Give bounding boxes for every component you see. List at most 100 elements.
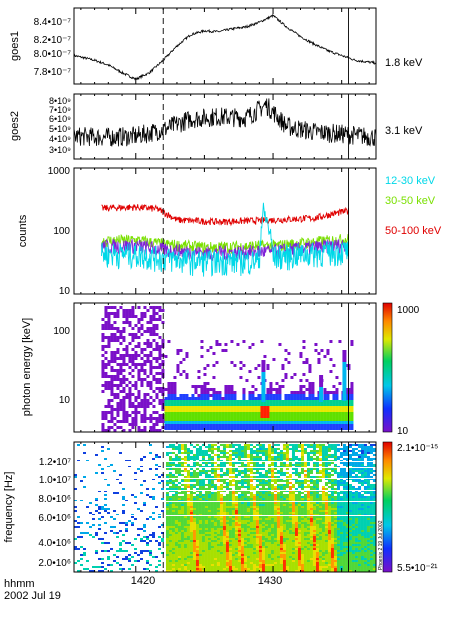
heatmap-cell	[303, 560, 307, 562]
heatmap-cell	[285, 458, 289, 460]
heatmap-cell	[209, 424, 213, 427]
heatmap-cell	[204, 534, 208, 536]
heatmap-cell	[246, 504, 250, 506]
heatmap-cell	[191, 424, 195, 427]
heatmap-cell	[237, 528, 241, 530]
heatmap-cell	[201, 520, 205, 522]
heatmap-cell	[287, 409, 291, 412]
heatmap-cell	[249, 566, 253, 568]
heatmap-cell	[263, 406, 267, 409]
heatmap-cell	[216, 496, 220, 498]
heatmap-cell	[330, 550, 334, 552]
heatmap-cell	[270, 448, 274, 450]
heatmap-cell	[198, 482, 202, 484]
heatmap-cell	[161, 408, 165, 411]
heatmap-cell	[192, 522, 196, 524]
heatmap-cell	[294, 518, 298, 520]
heatmap-cell	[296, 412, 300, 415]
heatmap-cell	[174, 548, 178, 550]
heatmap-cell	[201, 552, 205, 554]
heatmap-cell	[101, 363, 105, 366]
heatmap-cell	[158, 315, 162, 318]
heatmap-cell	[240, 450, 244, 452]
heatmap-cell	[306, 454, 310, 456]
heatmap-cell	[318, 518, 322, 520]
heatmap-cell	[179, 427, 183, 430]
heatmap-cell	[110, 390, 114, 393]
heatmap-cell	[131, 544, 134, 546]
heatmap-cell	[240, 448, 244, 450]
heatmap-cell	[315, 536, 319, 538]
heatmap-cell	[350, 340, 354, 343]
heatmap-cell	[216, 506, 220, 508]
heatmap-cell	[330, 448, 334, 450]
heatmap-cell	[321, 524, 325, 526]
heatmap-cell	[134, 354, 138, 357]
heatmap-cell	[315, 488, 319, 490]
heatmap-cell	[201, 526, 205, 528]
heatmap-cell	[279, 454, 283, 456]
heatmap-cell	[243, 540, 247, 542]
heatmap-cell	[240, 536, 244, 538]
heatmap-cell	[180, 502, 184, 504]
heatmap-cell	[333, 468, 337, 470]
heatmap-cell	[155, 306, 159, 309]
heatmap-cell	[282, 452, 286, 454]
heatmap-cell	[171, 538, 175, 540]
heatmap-cell	[327, 544, 331, 546]
heatmap-cell	[276, 488, 280, 490]
heatmap-cell	[240, 526, 244, 528]
heatmap-cell	[173, 421, 177, 424]
heatmap-cell	[168, 496, 172, 498]
heatmap-cell	[327, 556, 331, 558]
heatmap-cell	[321, 526, 325, 528]
heatmap-cell	[324, 542, 328, 544]
heatmap-cell	[185, 376, 189, 379]
heatmap-cell	[320, 424, 324, 427]
heatmap-cell	[107, 324, 111, 327]
heatmap-cell	[201, 548, 205, 550]
heatmap-cell	[165, 566, 169, 568]
heatmap-cell	[194, 427, 198, 430]
heatmap-cell	[210, 536, 214, 538]
heatmap-cell	[140, 333, 144, 336]
heatmap-cell	[255, 512, 259, 514]
heatmap-cell	[137, 354, 141, 357]
heatmap-cell	[321, 464, 325, 466]
heatmap-cell	[228, 556, 232, 558]
heatmap-cell	[201, 452, 205, 454]
heatmap-cell	[177, 558, 181, 560]
heatmap-cell	[101, 327, 105, 330]
heatmap-cell	[218, 400, 222, 403]
heatmap-cell	[177, 486, 181, 488]
heatmap-cell	[227, 400, 231, 403]
heatmap-cell	[168, 464, 172, 466]
heatmap-cell	[294, 562, 298, 564]
heatmap-cell	[189, 524, 193, 526]
heatmap-cell	[305, 358, 309, 361]
heatmap-cell	[180, 452, 184, 454]
heatmap-cell	[309, 562, 313, 564]
heatmap-cell	[231, 548, 235, 550]
heatmap-cell	[174, 558, 178, 560]
heatmap-cell	[293, 400, 297, 403]
heatmap-cell	[201, 518, 205, 520]
heatmap-cell	[171, 560, 175, 562]
heatmap-cell	[264, 496, 268, 498]
heatmap-cell	[306, 472, 310, 474]
heatmap-cell	[225, 494, 229, 496]
heatmap-cell	[207, 496, 211, 498]
heatmap-cell	[261, 518, 265, 520]
heatmap-cell	[198, 446, 202, 448]
heatmap-cell	[266, 421, 270, 424]
heatmap-cell	[327, 562, 331, 564]
heatmap-cell	[297, 520, 301, 522]
heatmap-cell	[198, 502, 202, 504]
heatmap-cell	[116, 492, 119, 494]
heatmap-cell	[261, 369, 266, 372]
heatmap-cell	[192, 464, 196, 466]
heatmap-cell	[180, 444, 184, 446]
heatmap-cell	[248, 418, 252, 421]
heatmap-cell	[294, 508, 298, 510]
heatmap-cell	[288, 558, 292, 560]
